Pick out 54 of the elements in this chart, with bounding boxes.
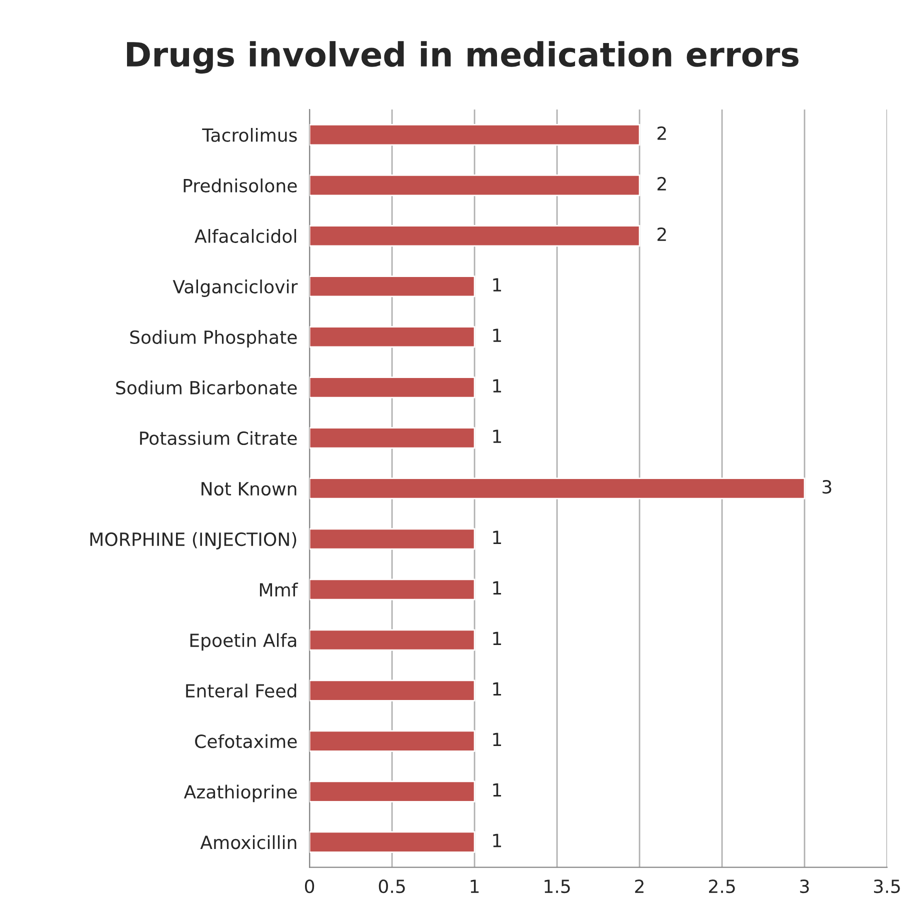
data-label: 2 <box>658 227 666 241</box>
x-tick-label: 1.5 <box>544 880 570 894</box>
bar <box>310 578 476 600</box>
y-tick-label: Potassium Citrate <box>140 431 297 446</box>
data-label: 1 <box>493 430 502 443</box>
bar <box>310 276 476 298</box>
data-label: 3 <box>822 480 832 494</box>
x-tick-label: 2.5 <box>709 879 735 894</box>
y-tick-label: Cefotaxime <box>195 734 297 748</box>
data-label: 2 <box>658 126 666 140</box>
x-tick-label: 1 <box>470 880 479 893</box>
x-tick-label: 3 <box>800 879 809 894</box>
y-tick-label: Mmf <box>260 582 298 596</box>
data-label: 1 <box>493 682 502 696</box>
y-tick-label: MORPHINE (INJECTION) <box>90 532 296 550</box>
bar <box>310 831 476 853</box>
data-label: 1 <box>493 278 502 292</box>
y-tick-label: Prednisolone <box>184 178 297 192</box>
x-tick-label: 3.5 <box>874 879 900 894</box>
bar <box>310 680 476 702</box>
y-tick-label: Sodium Phosphate <box>130 330 297 348</box>
y-tick-label: Not Known <box>202 482 296 496</box>
bar <box>310 780 476 802</box>
x-tick-label: 2 <box>635 879 644 893</box>
data-label: 1 <box>493 530 502 544</box>
bar <box>310 478 806 500</box>
x-tick-label: 0.5 <box>378 879 405 894</box>
data-label: 2 <box>658 176 666 190</box>
y-tick-label: Amoxicillin <box>200 835 296 850</box>
chart-title: Drugs involved in medication errors <box>127 41 798 74</box>
x-tick-label: 0 <box>304 879 314 894</box>
y-tick-label: Tacrolimus <box>202 128 297 142</box>
bar <box>310 225 640 247</box>
y-tick-label: Alfacalcidol <box>194 229 296 243</box>
y-tick-label: Enteral Feed <box>186 684 296 698</box>
data-label: 1 <box>493 632 502 645</box>
bar <box>310 326 476 348</box>
data-label: 1 <box>493 328 502 342</box>
bar <box>310 730 476 752</box>
y-tick-label: Valganciclovir <box>172 280 298 297</box>
bar <box>310 174 640 196</box>
y-tick-label: Epoetin Alfa <box>190 633 296 651</box>
bar <box>310 427 476 449</box>
data-label: 1 <box>493 732 502 746</box>
y-tick-label: Azathioprine <box>184 784 297 802</box>
data-label: 1 <box>493 581 502 594</box>
bar <box>310 376 476 398</box>
y-tick-label: Sodium Bicarbonate <box>116 380 297 395</box>
bar <box>310 629 476 651</box>
bar <box>310 528 476 550</box>
data-label: 1 <box>493 834 502 848</box>
bar <box>310 124 640 146</box>
data-label: 1 <box>493 379 502 392</box>
data-label: 1 <box>493 783 502 797</box>
